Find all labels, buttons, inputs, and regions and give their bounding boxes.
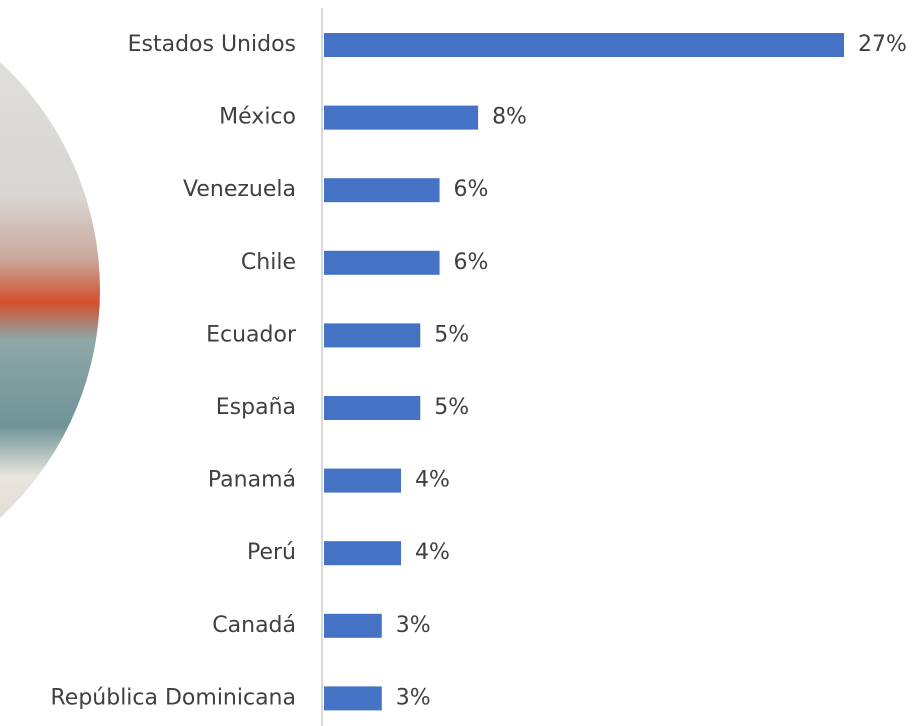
- category-label: Panamá: [208, 468, 296, 493]
- value-label: 8%: [492, 105, 527, 130]
- category-label: República Dominicana: [50, 685, 296, 710]
- value-label: 5%: [434, 322, 469, 347]
- photo-circle: [0, 62, 100, 518]
- value-label: 3%: [396, 685, 431, 710]
- category-label: Ecuador: [206, 322, 297, 347]
- category-label: Estados Unidos: [128, 32, 296, 57]
- bar: [324, 613, 382, 638]
- category-label: España: [216, 395, 296, 420]
- category-label: Venezuela: [183, 177, 296, 202]
- value-label: 6%: [454, 250, 489, 275]
- value-label: 27%: [858, 32, 907, 57]
- bar: [324, 178, 440, 203]
- value-label: 6%: [454, 177, 489, 202]
- bar: [324, 250, 440, 275]
- bar: [324, 541, 402, 566]
- bar: [324, 468, 402, 493]
- value-label: 5%: [434, 395, 469, 420]
- category-label: Perú: [247, 540, 296, 565]
- category-label: Canadá: [212, 613, 296, 638]
- value-label: 4%: [415, 468, 450, 493]
- bar: [324, 323, 421, 348]
- value-label: 3%: [396, 613, 431, 638]
- bar: [324, 33, 844, 57]
- bar: [324, 396, 421, 420]
- bar: [324, 686, 382, 711]
- bar: [324, 105, 479, 130]
- category-label: Chile: [241, 250, 296, 275]
- category-label: México: [219, 105, 296, 130]
- value-label: 4%: [415, 540, 450, 565]
